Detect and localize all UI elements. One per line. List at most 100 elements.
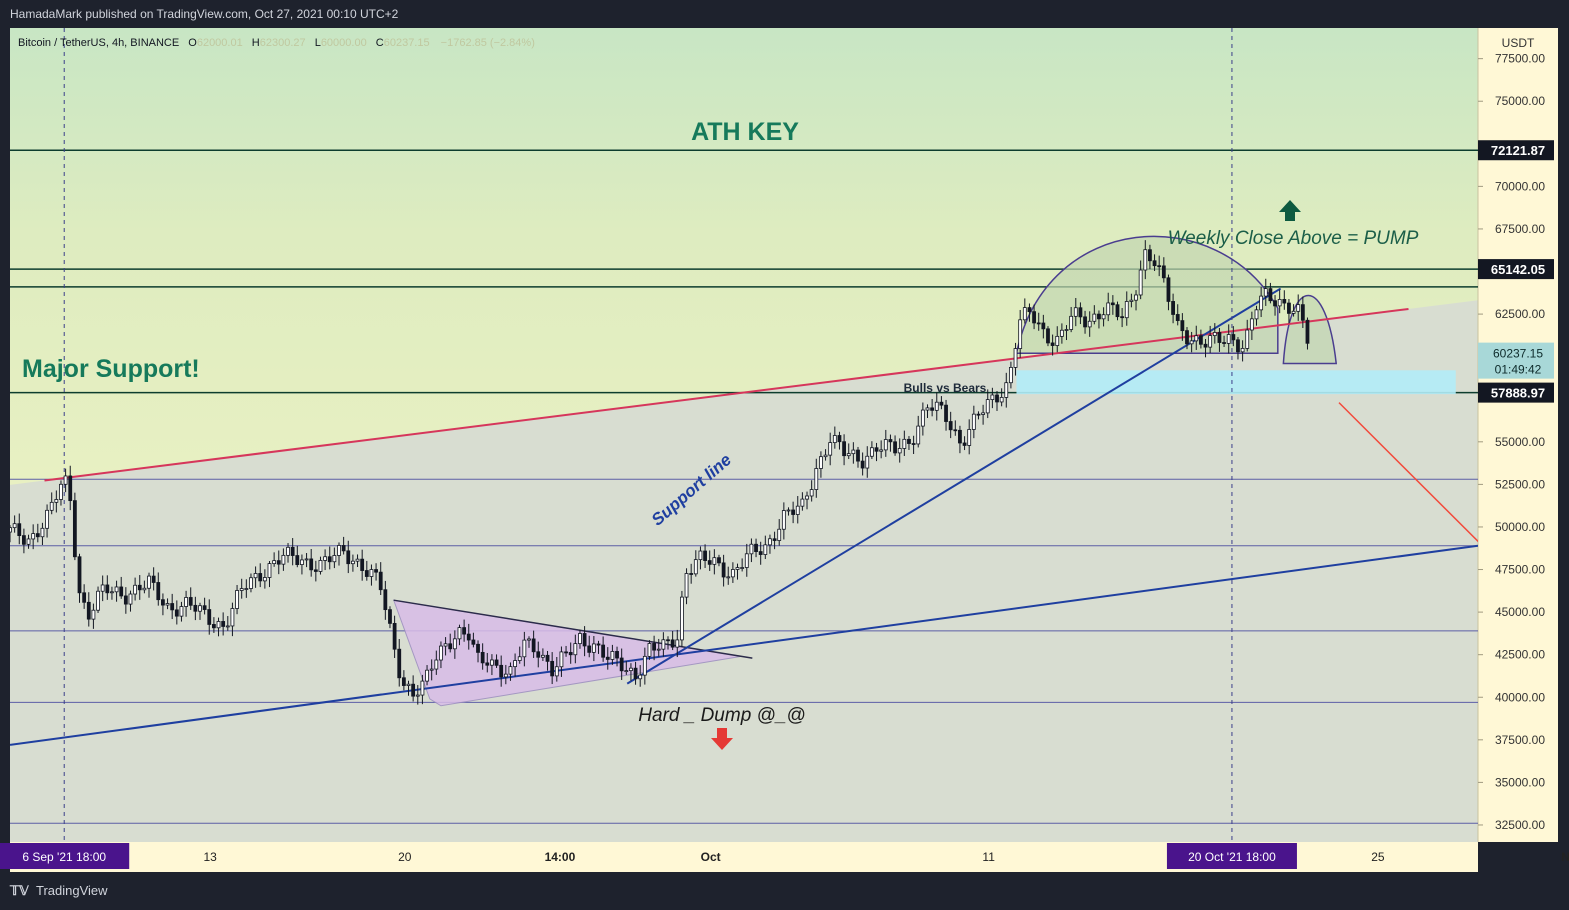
candle-body — [225, 625, 230, 628]
candle-body — [1245, 329, 1250, 349]
candle-body — [527, 638, 531, 641]
candle-body — [1166, 277, 1171, 302]
candle-body — [851, 449, 856, 455]
y-tick-label: 45000.00 — [1495, 605, 1545, 619]
candle-body — [156, 582, 161, 601]
candle-body — [730, 569, 735, 578]
tradingview-logo-icon: 𝕋𝕍 — [10, 883, 29, 898]
candle-body — [990, 394, 995, 400]
candle-body — [953, 429, 958, 432]
candle-body — [91, 609, 96, 620]
published-header: HamadaMark published on TradingView.com,… — [10, 7, 399, 21]
candle-body — [1291, 310, 1296, 314]
candle-body — [295, 555, 300, 565]
candle-body — [652, 643, 657, 651]
candle-body — [675, 639, 680, 648]
candle-body — [1161, 265, 1166, 279]
candle-body — [114, 586, 119, 593]
candle-body — [981, 412, 986, 415]
candle-body — [457, 627, 462, 640]
candle-body — [86, 601, 91, 620]
candle-body — [10, 527, 12, 533]
candle-body — [415, 694, 420, 697]
candle-body — [249, 577, 253, 589]
candle-body — [198, 605, 202, 612]
candle-body — [161, 599, 165, 606]
candle-body — [1087, 320, 1092, 328]
candle-body — [12, 523, 17, 529]
candle-body — [327, 556, 332, 563]
candle-body — [1059, 329, 1064, 337]
x-tick-label: 11 — [982, 850, 995, 864]
candle-body — [1129, 299, 1134, 302]
close-value: 60237.15 — [384, 37, 430, 49]
candle-body — [1180, 320, 1185, 332]
candle-body — [768, 538, 772, 546]
candle-body — [406, 683, 411, 686]
candle-body — [513, 660, 517, 668]
candle-body — [1208, 335, 1213, 348]
price-axis — [1478, 28, 1558, 842]
candle-body — [341, 545, 346, 552]
candle-body — [452, 638, 457, 650]
x-tick-label: Oct — [701, 850, 721, 864]
y-tick-label: 55000.00 — [1495, 435, 1545, 449]
candle-body — [934, 401, 939, 411]
major-support-label: Major Support! — [22, 355, 200, 383]
candle-body — [45, 509, 49, 529]
down-arrow-icon — [711, 728, 733, 750]
candle-body — [693, 559, 698, 575]
y-tick-label: 47500.00 — [1495, 563, 1545, 577]
candle-body — [290, 546, 295, 556]
candle-body — [1231, 334, 1236, 341]
y-tick-label: 77500.00 — [1495, 52, 1545, 66]
candle-body — [429, 668, 434, 671]
candle-body — [54, 499, 59, 503]
candle-body — [1009, 367, 1013, 384]
dump-arrow — [1338, 402, 1478, 543]
candle-body — [374, 569, 378, 573]
last-price-countdown: 01:49:42 — [1495, 363, 1542, 377]
candle-body — [17, 523, 22, 537]
candle-body — [865, 455, 870, 469]
candle-body — [860, 460, 865, 469]
candle-body — [1092, 313, 1097, 322]
candle-body — [754, 543, 758, 552]
candle-body — [777, 528, 782, 541]
candle-body — [1175, 314, 1180, 322]
candle-body — [995, 394, 999, 403]
candle-body — [1296, 304, 1301, 312]
candle-body — [383, 589, 388, 611]
candle-body — [893, 441, 897, 454]
candle-body — [462, 627, 467, 635]
candle-body — [1212, 332, 1217, 337]
candle-body — [253, 573, 258, 579]
candle-body — [286, 546, 290, 556]
candle-body — [985, 399, 990, 414]
candle-body — [63, 475, 68, 485]
candle-body — [184, 597, 188, 607]
candle-body — [610, 651, 615, 660]
candle-body — [726, 576, 731, 579]
candle-body — [133, 584, 138, 595]
support-line — [626, 287, 1282, 685]
footer-brand: TradingView — [36, 883, 108, 898]
x-highlight-label: 20 Oct '21 18:00 — [1188, 850, 1276, 864]
candle-body — [907, 438, 911, 444]
candle-body — [656, 648, 661, 651]
triangle-upper-line — [393, 599, 753, 659]
candle-body — [309, 558, 314, 571]
candle-body — [207, 609, 212, 625]
candle-body — [485, 662, 490, 666]
candle-body — [82, 592, 87, 603]
shoulder-arc — [1282, 295, 1338, 365]
candle-body — [31, 533, 36, 540]
candle-body — [1236, 339, 1240, 353]
last-price-value: 60237.15 — [1493, 347, 1543, 361]
candle-body — [1004, 382, 1009, 398]
candle-body — [1185, 330, 1189, 345]
candle-body — [717, 557, 721, 564]
candle-body — [1300, 304, 1305, 321]
up-arrow-icon — [1279, 200, 1301, 221]
footer: 𝕋𝕍 TradingView — [0, 874, 1569, 910]
